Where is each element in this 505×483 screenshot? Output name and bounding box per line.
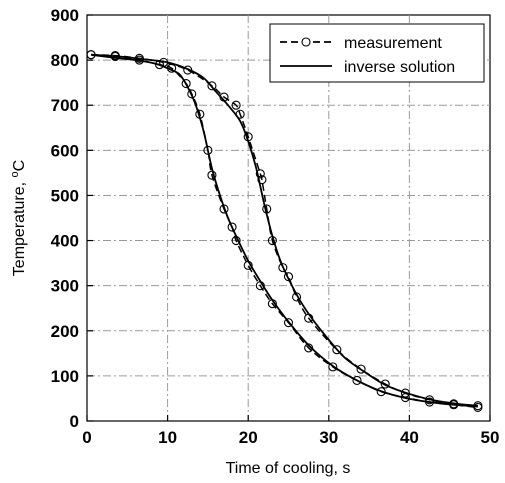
x-tick-label: 50 [481, 428, 500, 447]
measurement-late-point [231, 100, 241, 110]
y-tick-label: 200 [51, 322, 79, 341]
measurement-late-point [255, 169, 265, 179]
x-tick-label: 0 [82, 428, 91, 447]
y-tick-label: 300 [51, 277, 79, 296]
measurement-late-point [278, 263, 288, 273]
y-tick-label: 100 [51, 367, 79, 386]
y-tick-label: 500 [51, 186, 79, 205]
y-tick-label: 800 [51, 51, 79, 70]
series-layer [86, 50, 483, 413]
y-tick-label: 900 [51, 6, 79, 25]
x-axis-label: Time of cooling, s [226, 460, 351, 477]
measurement-late-point [257, 175, 267, 185]
measurement-early-point [187, 89, 197, 99]
x-tick-label: 20 [239, 428, 258, 447]
legend-inverse-label: inverse solution [344, 59, 455, 76]
legend-measurement-label: measurement [344, 35, 442, 52]
x-tick-label: 10 [158, 428, 177, 447]
y-axis-label: Temperature, oC [9, 160, 28, 276]
measurement-late-point [332, 345, 342, 355]
y-tick-label: 0 [70, 412, 79, 431]
x-tick-label: 40 [400, 428, 419, 447]
y-tick-label: 600 [51, 141, 79, 160]
legend: measurement inverse solution [269, 23, 485, 83]
y-tick-label: 400 [51, 232, 79, 251]
measurement-early-point [181, 79, 191, 89]
plot-area [86, 14, 491, 422]
y-tick-label: 700 [51, 96, 79, 115]
measurement-late-point [356, 364, 366, 374]
measurement-late-point [380, 379, 390, 389]
inverse-solution-late-line [90, 53, 478, 407]
legend-box [269, 23, 485, 83]
measurement-early-point [227, 222, 237, 232]
measurement-early-point [283, 318, 294, 328]
measurement-early-point [328, 362, 338, 372]
x-tick-label: 30 [319, 428, 338, 447]
measurement-late-point [207, 81, 217, 91]
inverse-solution-early-line [90, 53, 478, 408]
measurement-early-point [352, 375, 362, 385]
legend-measurement-marker [301, 37, 311, 47]
